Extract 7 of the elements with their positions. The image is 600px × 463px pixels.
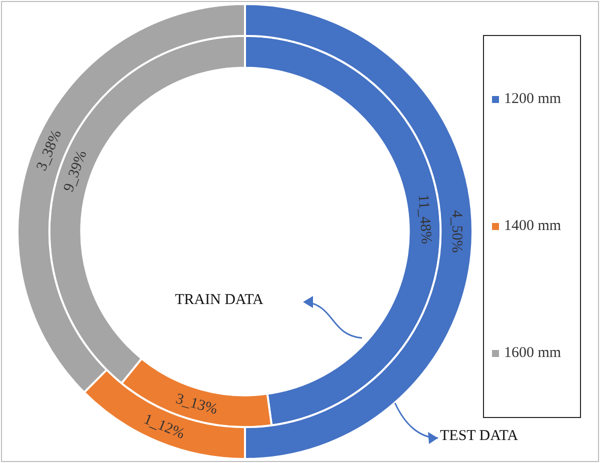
slice-label: TRAIN DATA bbox=[175, 292, 264, 309]
legend-label: 1400 mm bbox=[504, 218, 562, 235]
legend-label: TEST DATA bbox=[440, 428, 518, 445]
data-label: 11_48% bbox=[414, 194, 434, 244]
legend-label: 1200 mm bbox=[504, 91, 562, 108]
legend-label: 1600 mm bbox=[504, 345, 562, 362]
data-label: 4_50% bbox=[448, 210, 465, 253]
